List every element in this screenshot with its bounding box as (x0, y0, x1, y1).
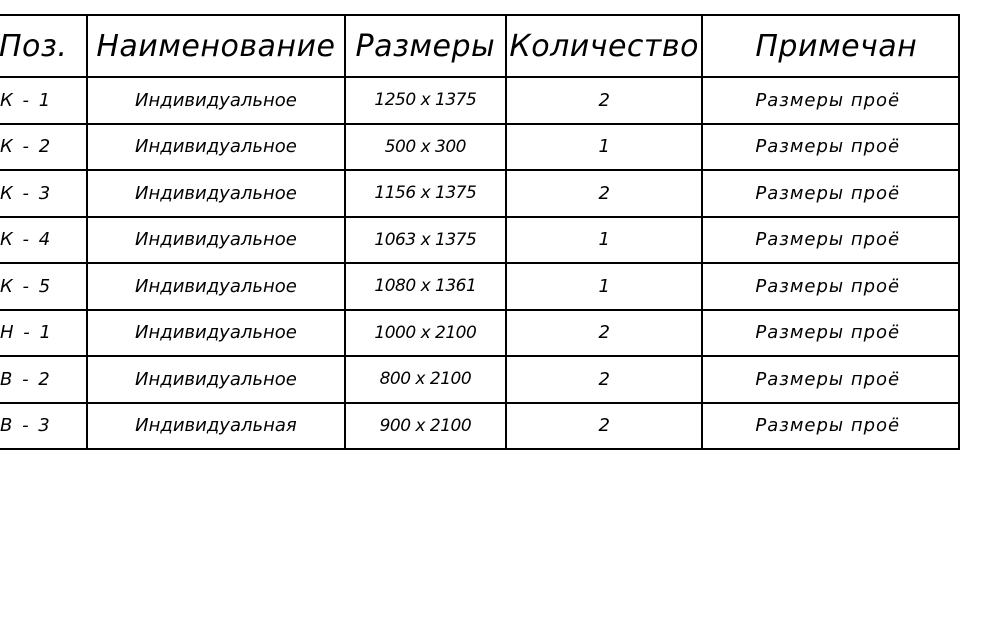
specification-table: Поз. Наименование Размеры Количество При… (0, 14, 960, 450)
cell-name: Индивидуальная (86, 401, 346, 450)
cell-position: К - 3 (0, 169, 89, 218)
cell-note: Размеры проё (701, 355, 960, 404)
table-row: В - 3 Индивидуальная 900 x 2100 2 Размеры пр… (0, 401, 960, 450)
table-row: К - 1 Индивидуальное 1250 x 1375 2 Размеры п… (0, 76, 960, 125)
cell-position: К - 1 (0, 76, 89, 125)
cell-name: Индивидуальное (86, 308, 346, 357)
cell-name: Индивидуальное (86, 169, 346, 218)
cell-name: Индивидуальное (86, 122, 346, 171)
cell-name: Индивидуальное (86, 76, 346, 125)
cell-position: К - 5 (0, 262, 89, 311)
cell-size: 500 x 300 (343, 122, 508, 171)
cell-quantity: 1 (504, 262, 704, 311)
cell-note: Размеры проё (701, 122, 960, 171)
cell-note: Размеры проё (701, 76, 960, 125)
header-size: Размеры (343, 14, 508, 78)
cell-quantity: 2 (504, 169, 704, 218)
cell-name: Индивидуальное (86, 215, 346, 264)
cell-size: 1063 x 1375 (343, 215, 508, 264)
table-row: К - 2 Индивидуальное 500 x 300 1 Размеры про… (0, 122, 960, 171)
cell-name: Индивидуальное (86, 262, 346, 311)
cell-position: В - 2 (0, 355, 89, 404)
cell-quantity: 2 (504, 76, 704, 125)
cell-quantity: 1 (504, 122, 704, 171)
cell-note: Размеры проё (701, 169, 960, 218)
table-row: К - 4 Индивидуальное 1063 x 1375 1 Размеры п… (0, 215, 960, 264)
header-note: Примечан (701, 14, 960, 78)
header-row: Поз. Наименование Размеры Количество При… (0, 14, 960, 78)
table-row: К - 3 Индивидуальное 1156 x 1375 2 Размеры п… (0, 169, 960, 218)
header-quantity: Количество (504, 14, 704, 78)
table-row: В - 2 Индивидуальное 800 x 2100 2 Размеры пр… (0, 355, 960, 404)
table-row: К - 5 Индивидуальное 1080 x 1361 1 Размеры п… (0, 262, 960, 311)
cell-name: Индивидуальное (86, 355, 346, 404)
header-position: Поз. (0, 14, 89, 78)
cell-quantity: 2 (504, 401, 704, 450)
cell-note: Размеры проё (701, 308, 960, 357)
cell-size: 1156 x 1375 (343, 169, 508, 218)
cell-size: 900 x 2100 (343, 401, 508, 450)
cell-position: К - 4 (0, 215, 89, 264)
header-name: Наименование (86, 14, 346, 78)
cell-quantity: 1 (504, 215, 704, 264)
cell-note: Размеры проё (701, 262, 960, 311)
cell-note: Размеры проё (701, 215, 960, 264)
cell-quantity: 2 (504, 355, 704, 404)
cell-position: К - 2 (0, 122, 89, 171)
cell-position: В - 3 (0, 401, 89, 450)
cell-quantity: 2 (504, 308, 704, 357)
table-row: Н - 1 Индивидуальное 1000 x 2100 2 Размеры п… (0, 308, 960, 357)
cell-note: Размеры проё (701, 401, 960, 450)
cell-size: 800 x 2100 (343, 355, 508, 404)
cell-position: Н - 1 (0, 308, 89, 357)
cell-size: 1080 x 1361 (343, 262, 508, 311)
cell-size: 1250 x 1375 (343, 76, 508, 125)
cell-size: 1000 x 2100 (343, 308, 508, 357)
